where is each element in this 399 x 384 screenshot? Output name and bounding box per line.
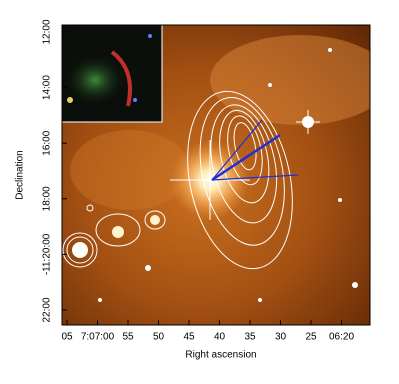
x-axis-label: Right ascension	[185, 350, 256, 361]
x-tick-label: 50	[153, 332, 165, 343]
y-axis-label: Declination	[15, 150, 26, 199]
inset-image	[62, 25, 163, 123]
x-tick-label: 55	[122, 332, 134, 343]
sky-image	[62, 25, 370, 325]
x-tick-label: 05	[61, 332, 73, 343]
y-tick-label: 14:00	[42, 75, 53, 100]
x-tick-label: 25	[305, 332, 317, 343]
x-tick-label: 35	[244, 332, 256, 343]
y-tick-label: 12:00	[42, 19, 53, 44]
y-tick-label: 18:00	[42, 186, 53, 211]
x-tick-label: 7:07:00	[81, 332, 115, 343]
x-tick-label: 06:20	[329, 332, 354, 343]
y-tick-label: 16:00	[42, 130, 53, 155]
y-tick-label: -11:20:00	[42, 233, 53, 275]
x-tick-label: 40	[214, 332, 226, 343]
frame	[61, 24, 371, 326]
x-tick-label: 30	[275, 332, 287, 343]
y-tick-label: 22:00	[42, 297, 53, 322]
x-tick-label: 45	[183, 332, 195, 343]
